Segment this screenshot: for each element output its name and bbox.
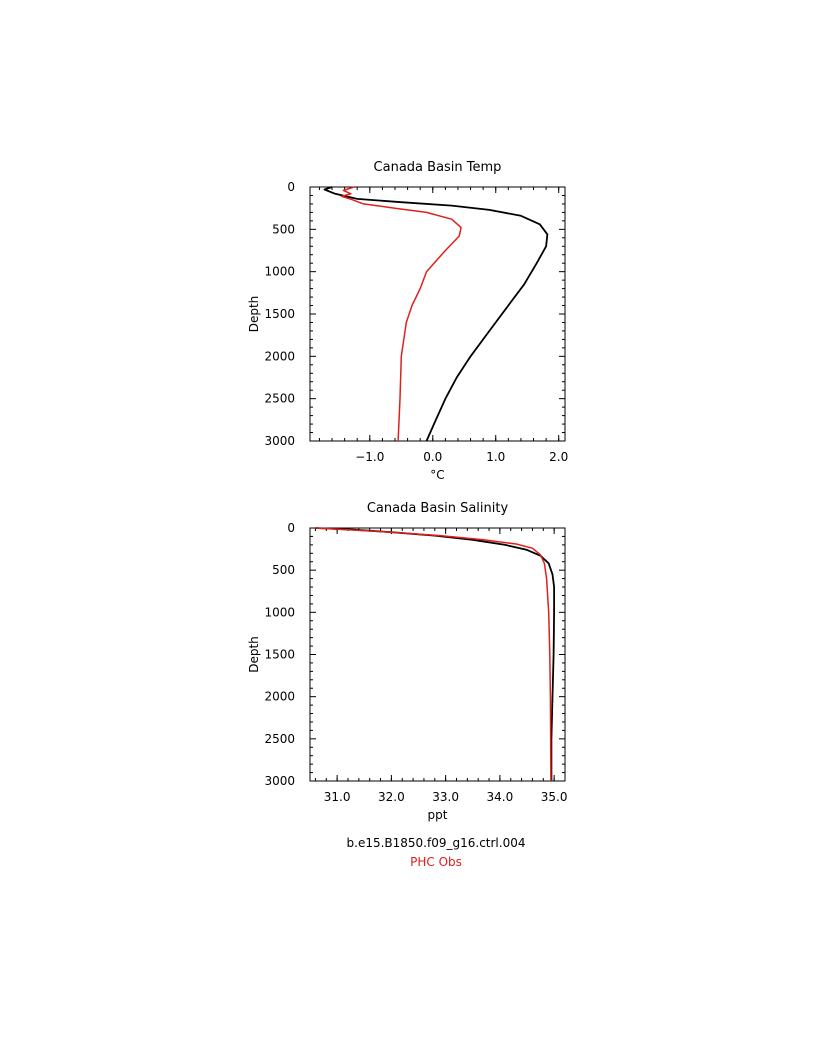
y-axis-label: Depth	[247, 296, 261, 333]
x-tick-label: −1.0	[355, 450, 384, 464]
x-tick-label: 32.0	[378, 790, 405, 804]
y-tick-label: 2500	[264, 732, 295, 746]
chart-title: Canada Basin Temp	[374, 160, 502, 175]
x-tick-label: 0.0	[423, 450, 442, 464]
x-axis-label: °C	[430, 468, 444, 482]
series-line-model	[323, 186, 549, 442]
x-tick-label: 34.0	[487, 790, 514, 804]
y-axis-label: Depth	[247, 636, 261, 673]
x-axis-label: ppt	[428, 808, 448, 822]
y-tick-label: 1500	[264, 648, 295, 662]
y-tick-label: 500	[272, 563, 295, 577]
x-tick-label: 35.0	[541, 790, 568, 804]
x-tick-label: 2.0	[549, 450, 568, 464]
series-line-model	[315, 527, 555, 781]
y-tick-label: 2500	[264, 392, 295, 406]
x-tick-label: 31.0	[324, 790, 351, 804]
y-tick-label: 0	[287, 180, 295, 194]
plot-frame	[309, 186, 566, 442]
series-line-obs	[340, 186, 462, 442]
y-tick-label: 1000	[264, 265, 295, 279]
y-tick-label: 2000	[264, 349, 295, 363]
x-tick-label: 33.0	[432, 790, 459, 804]
plot-frame	[309, 527, 566, 782]
series-line-obs	[315, 527, 552, 782]
temp-panel: −1.0 0.0 1.0 2.0 0 500 1000 1500 2000 2500 3000 Can…	[247, 160, 568, 482]
y-tick-label: 500	[272, 222, 295, 236]
x-tick-label: 1.0	[486, 450, 505, 464]
chart-title: Canada Basin Salinity	[367, 501, 509, 516]
y-tick-label: 1000	[264, 605, 295, 619]
y-tick-label: 3000	[264, 434, 295, 448]
y-tick-label: 3000	[264, 774, 295, 788]
y-tick-label: 1500	[264, 307, 295, 321]
y-tick-label: 2000	[264, 690, 295, 704]
salinity-panel: 31.0 32.0 33.0 34.0 35.0 0 500 1000 1500 2000 2500…	[247, 501, 568, 822]
legend-run-label: b.e15.B1850.f09_g16.ctrl.004	[346, 836, 526, 850]
y-tick-label: 0	[287, 521, 295, 535]
legend-obs-label: PHC Obs	[410, 855, 462, 869]
